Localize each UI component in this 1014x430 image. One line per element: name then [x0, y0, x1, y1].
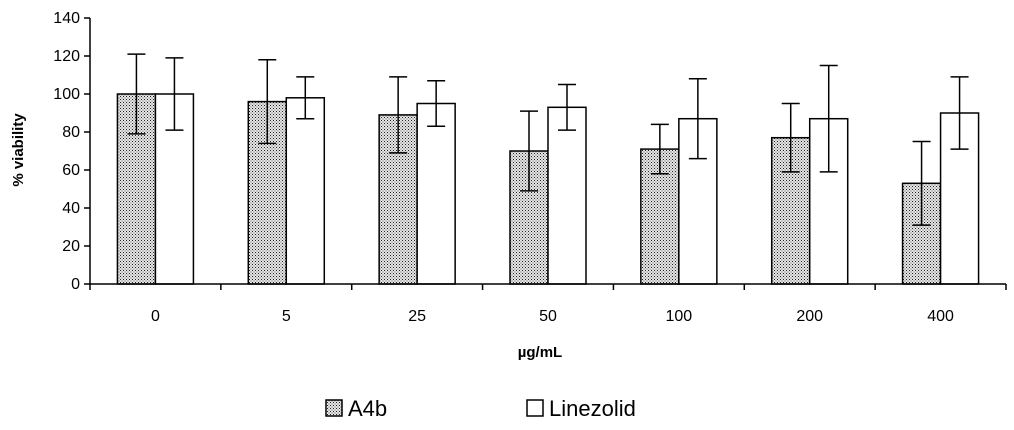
error-bar-a4b: [781, 102, 800, 173]
error-bar-linezolid: [558, 83, 576, 131]
error-bar-a4b: [520, 110, 538, 192]
legend-label-linezolid: Linezolid: [549, 396, 636, 421]
x-tick-label: 200: [796, 308, 823, 325]
x-tick-label: 50: [539, 308, 557, 325]
y-tick-label: 120: [53, 48, 80, 65]
error-bar-linezolid: [427, 79, 446, 128]
bar-linezolid: [416, 102, 456, 285]
y-tick-label: 100: [53, 86, 80, 103]
legend-label-a4b: A4b: [348, 396, 387, 421]
y-tick-label: 140: [53, 10, 80, 27]
y-tick-label: 0: [71, 276, 80, 293]
y-axis-ticks: 0 20 40 60 80 100 120 140: [53, 10, 90, 293]
error-bar-linezolid: [165, 57, 184, 131]
y-tick-label: 40: [62, 200, 80, 217]
bar-linezolid: [285, 97, 326, 285]
legend-swatch-a4b: [325, 399, 343, 417]
x-tick-label: 400: [927, 308, 954, 325]
x-tick-label: 5: [282, 308, 291, 325]
error-bar-a4b: [127, 53, 146, 135]
error-bar-linezolid: [950, 76, 969, 150]
legend: A4b Linezolid: [325, 396, 636, 421]
error-bar-a4b: [912, 140, 931, 226]
y-tick-label: 20: [62, 238, 80, 255]
bars-layer: [116, 93, 980, 285]
x-axis-title: µg/mL: [518, 344, 562, 361]
x-tick-label: 100: [666, 308, 693, 325]
error-bar-a4b: [258, 59, 277, 145]
error-bars-layer: [127, 53, 969, 226]
x-axis-ticks: 0 5 25 50 100 200 400: [89, 284, 1007, 325]
y-tick-label: 80: [62, 124, 80, 141]
error-bar-linezolid: [819, 64, 838, 173]
error-bar-linezolid: [688, 78, 707, 160]
legend-swatch-linezolid: [526, 399, 544, 417]
error-bar-linezolid: [296, 76, 315, 120]
x-tick-label: 25: [408, 308, 426, 325]
y-axis-title: % viability: [10, 113, 27, 187]
bar-linezolid: [547, 106, 587, 285]
error-bar-a4b: [650, 123, 669, 175]
x-tick-label: 0: [151, 308, 160, 325]
y-tick-label: 60: [62, 162, 80, 179]
error-bar-a4b: [389, 76, 408, 154]
